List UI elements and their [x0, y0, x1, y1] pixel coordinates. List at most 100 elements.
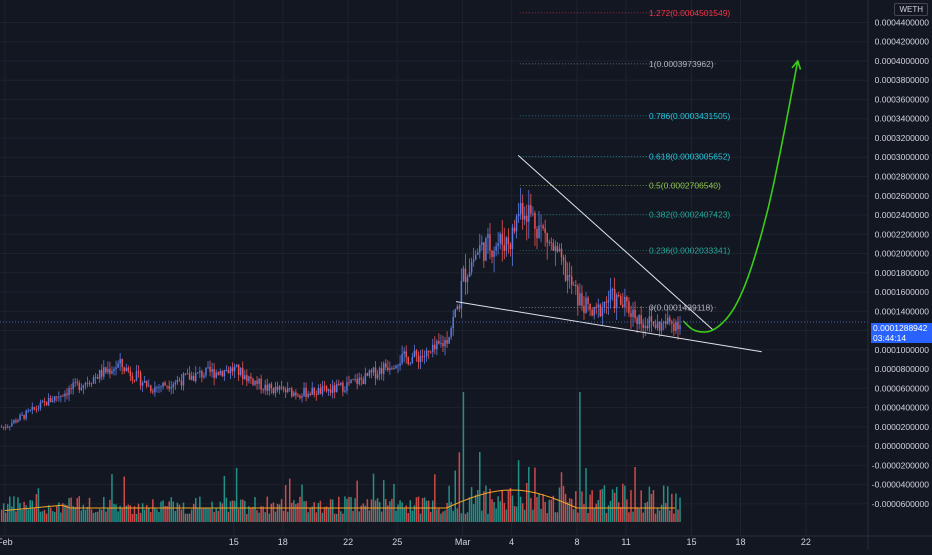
volume-bar — [2, 503, 5, 522]
candle-body — [366, 373, 369, 376]
candle-body — [213, 369, 215, 378]
trendline[interactable] — [455, 301, 762, 353]
volume-bar — [156, 509, 158, 522]
volume-bar — [460, 513, 463, 522]
volume-bar — [385, 499, 387, 522]
price-tick-label: 0.0003600000 — [875, 94, 930, 104]
candle-body — [156, 387, 158, 389]
volume-bar — [630, 490, 632, 522]
candle-body — [186, 373, 189, 375]
candle-body — [68, 388, 70, 396]
trendline[interactable] — [517, 154, 714, 330]
projection-curve[interactable] — [682, 60, 799, 333]
volume-bar — [266, 496, 269, 522]
candle-body — [256, 380, 258, 384]
price-tick-label: 0.0004200000 — [875, 37, 930, 47]
candle-body — [499, 233, 501, 244]
candle-body — [272, 388, 275, 394]
candle-body — [111, 371, 113, 374]
volume-bar — [679, 497, 681, 522]
volume-bar — [499, 501, 501, 522]
projection-arrowhead — [791, 59, 802, 70]
candle-body — [344, 390, 346, 392]
volume-bar — [370, 499, 373, 522]
time-axis[interactable]: Feb 15 18 22 25 Mar 4 8 11 15 18 22 — [0, 535, 932, 547]
volume-bar — [113, 503, 115, 522]
price-tick-label: 0.0003000000 — [875, 152, 930, 162]
volume-bar — [64, 504, 66, 522]
volume-bar — [223, 475, 226, 522]
candle-body — [211, 369, 213, 372]
candle-body — [254, 380, 256, 385]
volume-histogram — [0, 392, 681, 522]
volume-bar — [137, 503, 140, 522]
volume-bar — [278, 504, 281, 522]
volume-bar — [170, 497, 172, 522]
candle-body — [51, 400, 54, 402]
volume-bar — [450, 501, 452, 522]
candle-body — [178, 380, 181, 381]
volume-bar — [464, 513, 467, 522]
volume-bar — [452, 510, 454, 522]
candle-body — [427, 350, 430, 352]
candle-body — [217, 372, 219, 375]
candle-body — [530, 205, 532, 214]
date-tick-label: 11 — [621, 537, 630, 547]
volume-ma-line — [4, 489, 676, 511]
candle-body — [237, 364, 240, 375]
price-axis[interactable]: 0.0004400000 0.0004200000 0.0004000000 0.00… — [867, 0, 930, 550]
volume-bar — [564, 493, 567, 522]
candle-body — [556, 246, 559, 252]
candle-body — [84, 383, 87, 385]
candle-body — [403, 351, 405, 355]
volume-bar — [462, 392, 465, 522]
volume-bar — [344, 496, 346, 522]
candle-body — [223, 370, 226, 377]
volume-bar — [217, 510, 219, 522]
volume-bar — [31, 500, 34, 522]
volume-bar — [135, 513, 138, 522]
volume-bar — [677, 509, 679, 522]
candle-body — [485, 238, 487, 261]
volume-bar — [378, 502, 381, 522]
volume-bar — [145, 505, 148, 522]
candle-body — [511, 227, 514, 250]
candle-body — [327, 389, 330, 392]
volume-bar — [530, 498, 532, 522]
volume-bar — [213, 511, 215, 522]
candle-body — [617, 294, 620, 297]
price-tick-label: 0.0000000000 — [875, 441, 930, 451]
candle-body — [391, 368, 393, 370]
volume-bar — [21, 509, 23, 522]
candle-body — [174, 382, 177, 385]
volume-bar — [309, 508, 311, 522]
volume-bar — [323, 507, 326, 522]
candle-body — [573, 284, 575, 286]
candle-body — [421, 356, 424, 358]
candle-body — [184, 373, 187, 375]
candle-body — [135, 371, 138, 381]
candle-body — [489, 234, 491, 251]
volume-bar — [11, 506, 13, 522]
candle-body — [491, 250, 493, 258]
date-tick-label: Feb — [0, 537, 13, 547]
candle-body — [370, 370, 373, 373]
volume-bar — [591, 490, 593, 522]
candle-body — [417, 355, 420, 363]
volume-bar — [27, 509, 29, 522]
candle-body — [86, 382, 89, 384]
candle-body — [317, 388, 320, 395]
volume-bar — [419, 513, 422, 522]
candle-body — [562, 257, 565, 261]
volume-bar — [538, 493, 540, 522]
volume-bar — [493, 502, 495, 522]
candle-body — [429, 351, 432, 353]
volume-bar — [511, 495, 514, 522]
candle-body — [340, 382, 342, 385]
candle-body — [382, 363, 385, 374]
volume-bar — [642, 512, 644, 522]
volume-bar — [260, 506, 262, 522]
volume-bar — [215, 507, 217, 522]
